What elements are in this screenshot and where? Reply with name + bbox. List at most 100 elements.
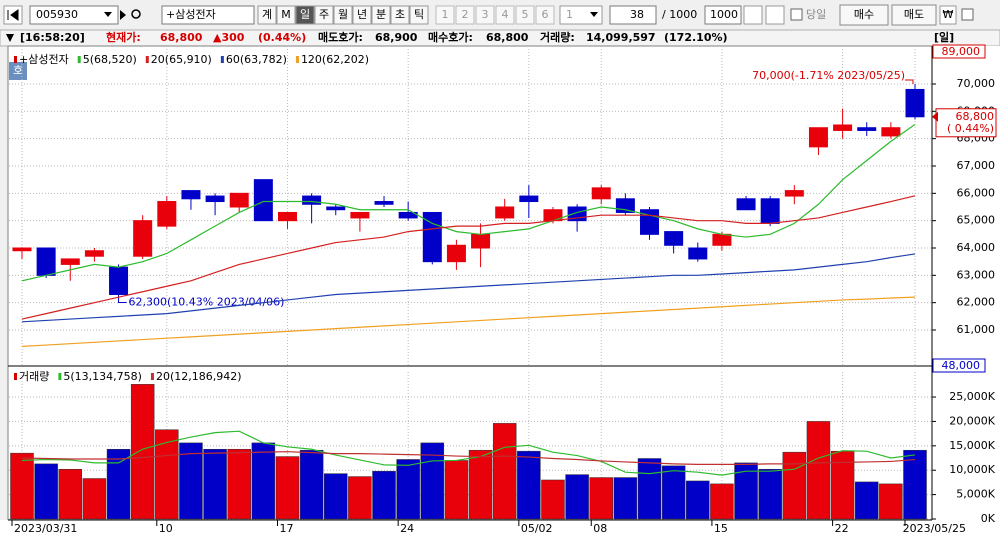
ask-label: 매도호가: (318, 30, 363, 44)
volume-bar (806, 421, 831, 520)
volume-bar (734, 462, 758, 520)
candle-body (857, 127, 877, 131)
code-box[interactable] (29, 5, 119, 25)
won-button[interactable] (939, 5, 957, 25)
price: 68,800 (160, 31, 203, 44)
candle-body (519, 195, 539, 203)
candle-body (60, 258, 80, 265)
period-button[interactable] (390, 5, 410, 25)
period-button[interactable] (257, 5, 277, 25)
won-text: ₩ (943, 8, 954, 21)
volume-bar (34, 463, 58, 520)
info-icon (6, 34, 14, 42)
sell-button[interactable] (891, 4, 937, 26)
candle-body (157, 201, 177, 227)
volume: 14,099,597 (586, 31, 656, 44)
number-button[interactable] (475, 5, 495, 25)
candle-body (591, 187, 611, 200)
period-button[interactable] (295, 5, 315, 25)
number-button-text: 4 (502, 8, 509, 21)
number-button-text: 6 (542, 8, 549, 21)
current-price-marker (932, 111, 938, 122)
candle-body (350, 211, 370, 219)
total-box[interactable] (704, 5, 742, 25)
legend-label: 20(12,186,942) (156, 370, 242, 383)
number-button[interactable] (495, 5, 515, 25)
buy-button[interactable] (839, 4, 889, 26)
buy-text: 매수 (854, 8, 874, 21)
volume-bar (637, 458, 662, 520)
legend-marker (14, 56, 17, 63)
y-tick-label: 67,000 (957, 159, 996, 172)
x-tick-label: 17 (279, 522, 293, 535)
candle-body (109, 266, 129, 295)
current-price: 68,800 (956, 110, 995, 123)
candle-body (229, 192, 249, 208)
volume-bar (179, 442, 203, 520)
volume-bar (275, 456, 300, 520)
volume-label: 거래량: (540, 30, 575, 44)
candle-body (181, 190, 201, 200)
next-icon[interactable] (120, 10, 126, 20)
volume-bar (251, 442, 276, 520)
today-checkbox[interactable] (790, 8, 803, 21)
search-icon[interactable] (131, 9, 141, 19)
lower-limit-box (932, 358, 986, 373)
period-button[interactable] (276, 5, 296, 25)
tool-icon[interactable] (743, 5, 763, 25)
checkbox[interactable] (961, 8, 974, 21)
number-button-text: 1 (442, 8, 449, 21)
period-button[interactable] (314, 5, 334, 25)
volume-bar (541, 479, 565, 520)
upper-limit: 89,000 (942, 45, 981, 58)
period-button-text: 주 (319, 8, 329, 21)
volume-bar (444, 460, 469, 520)
ma-line (21, 253, 916, 323)
candle-body (495, 206, 515, 219)
tool-icon[interactable] (765, 5, 785, 25)
tag-text: 호 (13, 64, 23, 77)
candle-body (664, 231, 684, 246)
x-tick-label: 15 (714, 522, 728, 535)
y-tick-label: 10,000K (949, 463, 995, 476)
y-tick-label: 0K (981, 512, 996, 525)
code-text: 005930 (36, 8, 78, 21)
period-button[interactable] (409, 5, 429, 25)
ask: 68,900 (375, 31, 418, 44)
period-button[interactable] (371, 5, 391, 25)
number-button[interactable] (535, 5, 555, 25)
number-button[interactable] (435, 5, 455, 25)
legend-marker (77, 56, 81, 63)
volume-bar (782, 451, 807, 520)
y-tick-label: 15,000K (949, 439, 995, 452)
candle-body (302, 195, 322, 205)
volume-bar (854, 481, 879, 520)
name-box[interactable] (161, 5, 255, 25)
volume-bar (903, 449, 927, 520)
ma-line (21, 430, 916, 476)
y-tick-label: 65,000 (957, 214, 996, 227)
candle-body (374, 201, 394, 205)
candle-body (133, 220, 153, 257)
count-box[interactable] (609, 5, 657, 25)
x-axis-area (0, 520, 1000, 542)
y-tick-label: 64,000 (957, 241, 996, 254)
time: [16:58:20] (20, 31, 85, 44)
candle-body (205, 195, 225, 203)
number-button[interactable] (515, 5, 535, 25)
number-button[interactable] (455, 5, 475, 25)
volume-bar (130, 384, 155, 520)
legend-label: 120(62,202) (301, 53, 369, 66)
dropdown-arrow (590, 12, 598, 17)
min-label: 62,300(10.43% 2023/04/06) (129, 295, 285, 308)
legend-marker (58, 373, 62, 380)
total-box-text: 1000 (710, 8, 738, 21)
period: [일] (934, 30, 954, 44)
period-button[interactable] (352, 5, 372, 25)
volume-bar (710, 483, 734, 520)
volume-bar (492, 423, 517, 520)
period-button[interactable] (333, 5, 353, 25)
period-select[interactable] (559, 5, 603, 25)
volume-bar (203, 448, 227, 520)
